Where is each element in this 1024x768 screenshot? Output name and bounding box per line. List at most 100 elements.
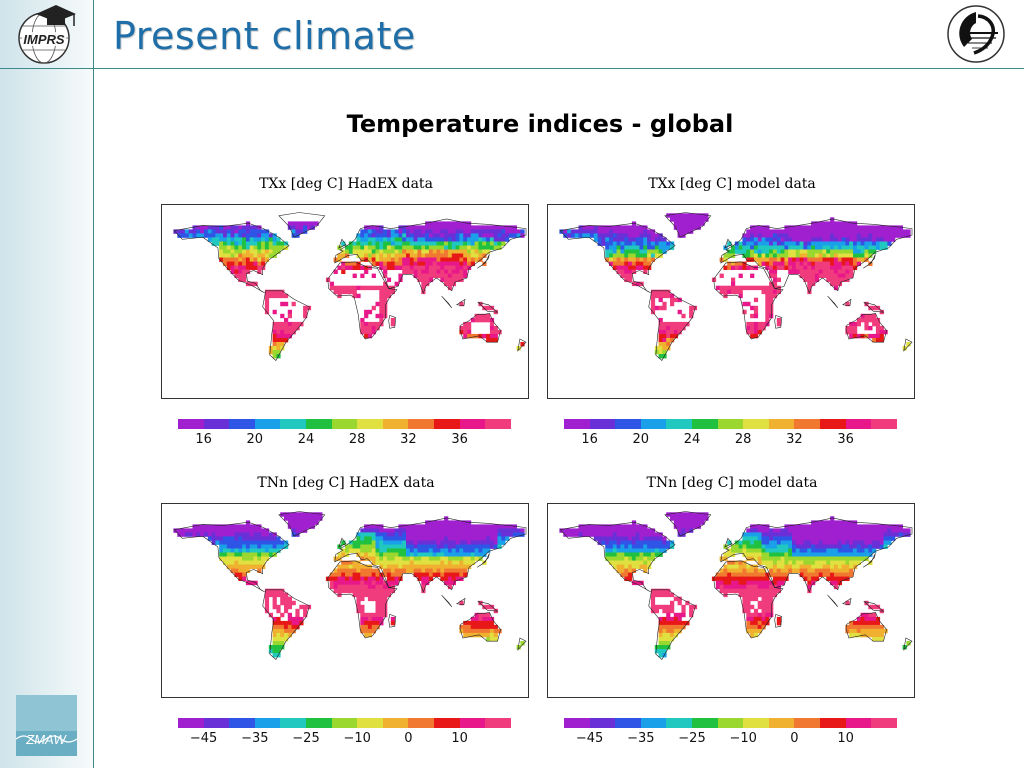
data-cell xyxy=(474,528,479,533)
colorbar-segment xyxy=(871,718,897,728)
data-cell xyxy=(635,253,640,258)
data-cell xyxy=(341,540,346,545)
data-cell xyxy=(864,225,869,230)
data-cell xyxy=(268,245,274,250)
data-cell xyxy=(765,540,770,545)
data-cell xyxy=(211,532,216,537)
data-cell xyxy=(345,572,350,578)
data-cell xyxy=(856,257,862,262)
data-cell xyxy=(360,564,365,570)
data-cell xyxy=(784,528,789,533)
data-cell xyxy=(795,249,801,254)
data-cell xyxy=(520,229,525,234)
data-cell xyxy=(379,253,384,258)
data-cell xyxy=(364,620,369,626)
data-cell xyxy=(689,516,694,521)
data-cell xyxy=(425,540,430,545)
data-cell xyxy=(238,229,243,234)
data-cell xyxy=(402,524,407,529)
coastline xyxy=(517,637,527,651)
data-cell xyxy=(516,229,521,234)
data-cell xyxy=(230,241,235,246)
data-cell xyxy=(746,580,751,586)
data-cell xyxy=(455,277,460,283)
data-cell xyxy=(303,313,308,319)
data-cell xyxy=(257,552,262,557)
data-cell xyxy=(757,285,762,291)
coastline xyxy=(441,594,453,608)
coastline xyxy=(327,261,398,340)
data-cell xyxy=(268,253,274,258)
data-cell xyxy=(482,253,487,258)
data-cell xyxy=(605,544,610,549)
data-cell xyxy=(631,241,637,246)
data-cell xyxy=(681,612,686,618)
data-cell xyxy=(375,321,380,327)
data-cell xyxy=(609,253,614,258)
data-cell xyxy=(750,285,755,291)
data-cell xyxy=(559,229,564,234)
data-cell xyxy=(673,213,679,218)
data-cell xyxy=(612,556,618,561)
data-cell xyxy=(253,548,258,553)
data-cell xyxy=(605,257,610,262)
data-cell xyxy=(398,544,403,549)
colorbar-segment xyxy=(408,419,434,429)
data-cell xyxy=(356,564,361,570)
data-cell xyxy=(295,612,300,618)
data-cell xyxy=(761,604,766,610)
data-cell xyxy=(398,229,403,234)
data-cell xyxy=(444,221,449,226)
data-cell xyxy=(421,544,426,549)
data-cell xyxy=(826,257,831,262)
data-cell xyxy=(742,580,747,586)
data-cell xyxy=(898,225,904,230)
data-cell xyxy=(799,532,804,537)
data-cell xyxy=(643,225,648,230)
data-cell xyxy=(727,253,732,258)
data-cell xyxy=(257,556,262,561)
data-cell xyxy=(177,233,182,238)
data-cell xyxy=(398,568,403,574)
data-cell xyxy=(425,257,430,262)
data-cell xyxy=(493,233,498,238)
data-cell xyxy=(570,528,576,533)
data-cell xyxy=(470,616,476,622)
data-cell xyxy=(677,596,682,602)
data-cell xyxy=(769,536,774,541)
data-cell xyxy=(731,289,736,295)
data-cell xyxy=(681,225,686,230)
data-cell xyxy=(272,249,277,254)
data-cell xyxy=(746,249,751,254)
data-cell xyxy=(455,241,460,246)
data-cell xyxy=(681,229,686,234)
data-cell xyxy=(402,229,407,234)
data-cell xyxy=(807,572,812,578)
data-cell xyxy=(719,556,724,561)
data-cell xyxy=(833,548,839,553)
data-cell xyxy=(394,241,399,246)
data-cell xyxy=(666,540,671,545)
data-cell xyxy=(689,221,694,226)
data-cell xyxy=(784,237,789,242)
data-cell xyxy=(367,325,373,331)
data-cell xyxy=(436,265,441,271)
data-cell xyxy=(742,552,747,557)
data-cell xyxy=(654,532,660,537)
data-cell xyxy=(853,556,858,561)
data-cell xyxy=(807,568,812,574)
data-cell xyxy=(455,556,460,561)
data-cell xyxy=(830,556,835,561)
data-cell xyxy=(765,285,770,291)
data-cell xyxy=(367,576,373,582)
data-cell xyxy=(792,269,797,275)
data-cell xyxy=(230,229,235,234)
data-cell xyxy=(765,265,770,271)
data-cell xyxy=(738,564,743,570)
data-cell xyxy=(337,584,342,590)
data-cell xyxy=(658,245,663,250)
data-cell xyxy=(364,241,369,246)
data-cell xyxy=(864,600,869,606)
data-cell xyxy=(478,536,483,541)
data-cell xyxy=(337,265,342,271)
